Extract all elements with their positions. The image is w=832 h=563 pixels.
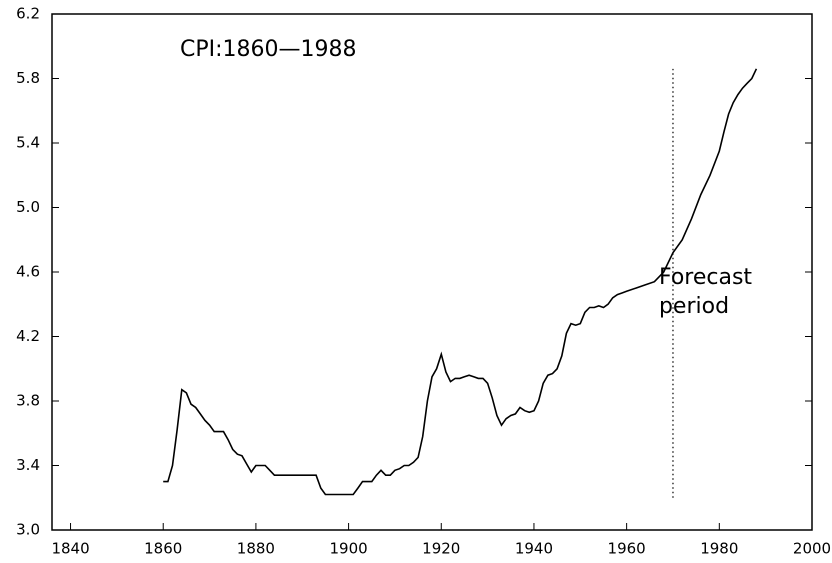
cpi-line xyxy=(163,68,758,496)
x-tick-label: 1840 xyxy=(51,540,89,558)
y-tick-label: 5.8 xyxy=(16,69,40,87)
y-tick-label: 3.0 xyxy=(16,521,40,539)
y-tick-label: 4.6 xyxy=(16,263,40,281)
x-tick-label: 1960 xyxy=(608,540,646,558)
y-tick-label: 3.4 xyxy=(16,456,40,474)
y-tick-label: 6.2 xyxy=(16,5,40,23)
x-tick-label: 1980 xyxy=(700,540,738,558)
y-tick-label: 3.8 xyxy=(16,392,40,410)
x-tick-label: 1860 xyxy=(144,540,182,558)
x-tick-label: 1920 xyxy=(422,540,460,558)
x-tick-label: 2000 xyxy=(793,540,831,558)
y-tick-label: 4.2 xyxy=(16,327,40,345)
x-tick-label: 1940 xyxy=(515,540,553,558)
x-tick-label: 1900 xyxy=(329,540,367,558)
y-tick-label: 5.0 xyxy=(16,198,40,216)
annotation-text: period xyxy=(659,294,729,319)
x-tick-label: 1880 xyxy=(237,540,275,558)
y-tick-label: 5.4 xyxy=(16,134,40,152)
chart-title: CPI:1860—1988 xyxy=(180,37,357,62)
annotation-text: Forecast xyxy=(659,265,752,290)
